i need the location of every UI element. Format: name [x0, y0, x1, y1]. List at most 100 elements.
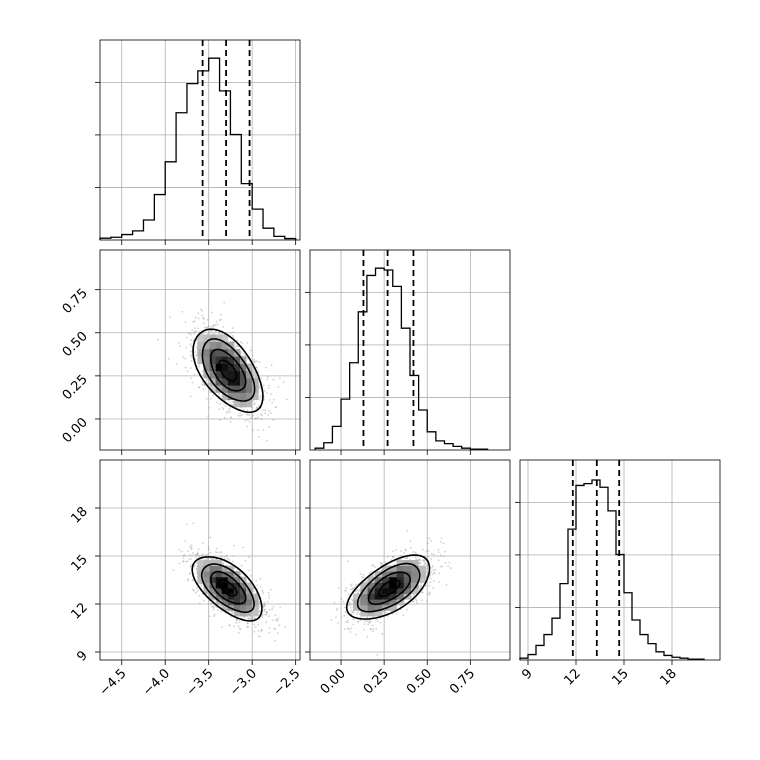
density-cell — [411, 576, 419, 583]
scatter-point — [357, 590, 360, 593]
scatter-point — [270, 588, 272, 591]
scatter-point — [255, 406, 258, 409]
scatter-point — [368, 571, 371, 574]
scatter-point — [195, 339, 198, 341]
scatter-point — [248, 421, 251, 423]
scatter-point — [359, 573, 362, 576]
density-cell — [227, 356, 235, 364]
scatter-point — [362, 573, 365, 576]
contour-1-0 — [218, 579, 238, 597]
scatter-point — [379, 621, 382, 624]
scatter-point — [208, 406, 211, 409]
density-cell — [252, 593, 259, 600]
scatter-point — [185, 336, 188, 339]
scatter-point — [258, 405, 260, 407]
contour-0-2 — [201, 338, 256, 402]
scatter-point — [442, 555, 445, 558]
scatter-point — [236, 619, 239, 622]
scatter-point — [381, 632, 384, 635]
contour-2-2 — [356, 562, 421, 613]
scatter-point — [365, 580, 368, 583]
scatter-point — [354, 633, 357, 636]
scatter-point — [211, 394, 214, 397]
scatter-point — [187, 550, 190, 552]
scatter-point — [264, 610, 266, 613]
hist-step-0 — [99, 57, 297, 240]
scatter-point — [223, 416, 226, 419]
scatter-point — [249, 616, 252, 619]
density-cell — [221, 593, 229, 600]
scatter-point — [267, 591, 270, 594]
density-cell — [252, 370, 259, 379]
scatter-point — [193, 564, 196, 567]
density-cell — [227, 565, 235, 572]
pair-frame-1 — [99, 459, 301, 661]
scatter-point — [196, 587, 198, 590]
scatter-point — [400, 550, 402, 553]
scatter-point — [356, 620, 359, 623]
density-cell — [203, 576, 210, 583]
scatter-point — [428, 585, 431, 587]
scatter-point — [437, 551, 440, 554]
scatter-point — [363, 628, 365, 631]
scatter-point — [189, 367, 192, 369]
scatter-point — [225, 411, 228, 414]
density-cell — [227, 571, 235, 578]
hist-panel-0 — [95, 39, 301, 245]
scatter-point — [418, 558, 421, 561]
density-cell — [209, 370, 217, 379]
scatter-point — [403, 551, 405, 554]
scatter-point — [184, 357, 187, 360]
scatter-point — [183, 554, 186, 556]
scatter-point — [422, 548, 424, 551]
scatter-point — [380, 569, 383, 572]
scatter-point — [248, 414, 251, 417]
density-cell — [360, 582, 368, 589]
scatter-point — [252, 414, 255, 417]
scatter-point — [175, 362, 178, 365]
scatter-point — [278, 377, 281, 380]
scatter-point — [195, 353, 198, 356]
density-cell — [382, 588, 390, 594]
scatter-point — [208, 615, 211, 618]
scatter-point — [272, 418, 274, 421]
scatter-point — [191, 357, 194, 359]
density-cell — [396, 582, 405, 589]
scatter-point — [261, 614, 263, 617]
scatter-point — [252, 586, 255, 589]
scatter-point — [266, 439, 268, 442]
scatter-point — [214, 330, 217, 333]
hist-frame-2 — [519, 459, 721, 661]
scatter-point — [271, 619, 274, 622]
scatter-point — [274, 628, 276, 630]
scatter-point — [252, 360, 255, 363]
scatter-point — [190, 338, 192, 341]
scatter-point — [382, 610, 385, 613]
density-cell — [252, 610, 259, 617]
scatter-point — [233, 544, 236, 547]
density-cell — [389, 582, 397, 589]
scatter-point — [251, 354, 254, 357]
scatter-point — [386, 555, 389, 558]
scatter-point — [184, 321, 187, 324]
scatter-point — [246, 357, 249, 360]
contour-2-0 — [378, 579, 401, 597]
density-cell — [374, 610, 383, 617]
scatter-point — [190, 544, 193, 547]
density-cell — [360, 610, 368, 617]
scatter-point — [354, 583, 357, 586]
scatter-point — [263, 602, 266, 604]
scatter-point — [255, 417, 257, 420]
scatter-point — [258, 386, 261, 389]
scatter-point — [268, 627, 271, 629]
density-cell — [382, 593, 390, 600]
scatter-point — [231, 611, 234, 614]
scatter-point — [405, 557, 408, 559]
scatter-point — [440, 537, 443, 540]
density-cell — [233, 576, 241, 583]
scatter-point — [415, 558, 418, 560]
density-cell — [252, 599, 259, 606]
scatter-point — [191, 328, 194, 331]
density-cell — [252, 385, 259, 393]
scatter-point — [226, 557, 229, 560]
